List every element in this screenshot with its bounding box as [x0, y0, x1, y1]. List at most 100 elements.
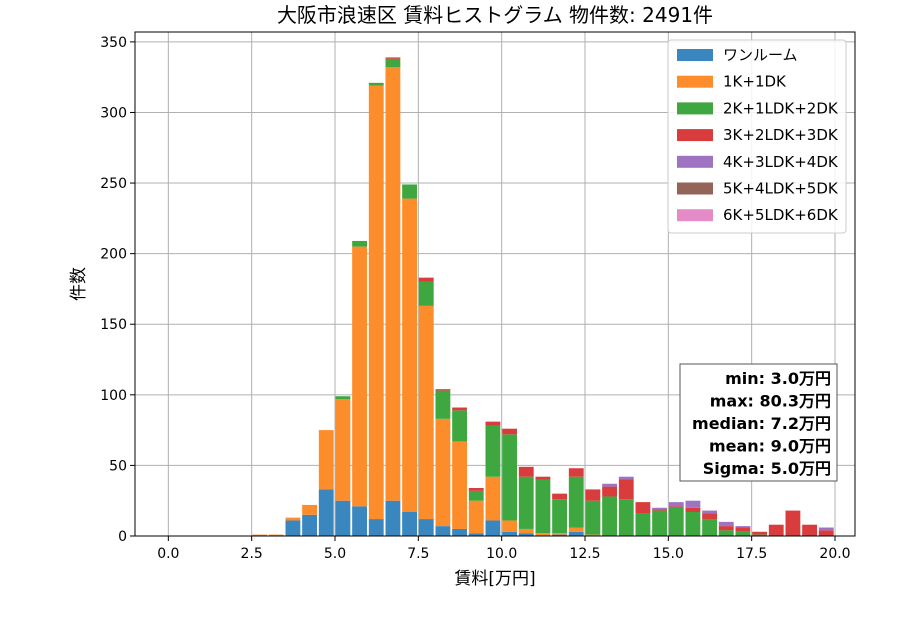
y-tick-label: 150 — [100, 317, 127, 333]
y-tick-label: 0 — [118, 529, 127, 545]
legend-swatch — [677, 75, 713, 88]
bar-segment — [718, 521, 734, 527]
bar-segment — [385, 67, 401, 501]
y-tick-label: 300 — [100, 105, 127, 121]
x-tick-label: 17.5 — [736, 546, 767, 562]
y-tick-label: 200 — [100, 247, 127, 263]
bar-segment — [285, 520, 301, 536]
legend-swatch — [677, 49, 713, 61]
bar-segment — [418, 281, 434, 306]
bar-segment — [268, 534, 284, 536]
x-tick-label: 7.5 — [407, 546, 429, 562]
bar-segment — [468, 533, 484, 536]
bar-segment — [702, 510, 717, 514]
bar-segment — [602, 496, 617, 536]
bar-segment — [502, 428, 517, 435]
bar-segment — [735, 526, 751, 528]
bar-segment — [452, 528, 467, 536]
bar-segment — [618, 499, 634, 536]
legend: ワンルーム 1K+1DK 2K+1LDK+2DK 3K+2LDK+3DK 4K+3LDK… — [667, 39, 847, 234]
bar-segment — [568, 527, 584, 532]
bar-segment — [802, 524, 817, 536]
bar-segment — [752, 534, 767, 536]
grid-layer — [135, 32, 855, 537]
bar-segment — [552, 493, 567, 500]
legend-label: 1K+1DK — [723, 73, 787, 91]
bar-segment — [418, 305, 434, 520]
bar-segment — [335, 500, 351, 536]
bar-segment — [635, 502, 651, 514]
legend-label: 4K+3LDK+4DK — [723, 153, 839, 171]
x-tick-label: 10.0 — [486, 546, 517, 562]
bar-segment — [402, 512, 417, 536]
bar-segment — [368, 82, 384, 86]
bar-segment — [502, 531, 517, 536]
y-tick-label: 350 — [100, 35, 127, 51]
bar-segment — [685, 512, 701, 536]
bar-segment — [585, 500, 601, 535]
ticks-layer: 0.0 2.5 5.0 7.5 10.0 12.5 15.0 17.5 20.0 0 50 100 15… — [100, 35, 850, 562]
bar-segment — [702, 519, 717, 536]
stats-line: Sigma: 5.0万円 — [703, 459, 831, 478]
bar-segment — [668, 507, 684, 536]
bar-segment — [302, 504, 317, 515]
bar-segment — [518, 528, 534, 534]
bar-segment — [568, 468, 584, 477]
bar-segment — [302, 514, 317, 536]
legend-label: 5K+4LDK+5DK — [723, 180, 839, 198]
bar-segment — [618, 476, 634, 480]
bar-segment — [702, 513, 717, 520]
stats-frame — [679, 363, 838, 482]
bar-segment — [385, 58, 401, 68]
bar-segment — [485, 425, 501, 477]
bar-segment — [335, 399, 351, 501]
bar-segment — [402, 198, 417, 512]
bars-layer — [252, 57, 834, 536]
bar-segment — [652, 509, 667, 511]
bar-segment — [718, 526, 734, 531]
bar-segment — [418, 277, 434, 282]
bar-segment — [502, 434, 517, 521]
bar-segment — [585, 534, 601, 536]
bar-segment — [385, 500, 401, 536]
bar-segment — [452, 407, 467, 411]
bar-segment — [602, 483, 617, 487]
stats-line: mean: 9.0万円 — [709, 437, 831, 456]
bar-segment — [668, 502, 684, 507]
bar-segment — [735, 531, 751, 536]
x-tick-label: 5.0 — [324, 546, 346, 562]
bar-segment — [352, 506, 367, 536]
bar-segment — [435, 389, 451, 391]
x-tick-label: 0.0 — [157, 546, 179, 562]
bar-segment — [452, 410, 467, 442]
bar-segment — [735, 527, 751, 532]
legend-label: ワンルーム — [723, 46, 798, 64]
stats-box: min: 3.0万円 max: 80.3万円 median: 7.2万円 mean: … — [679, 363, 838, 482]
stats-line: max: 80.3万円 — [710, 392, 831, 411]
bar-segment — [618, 479, 634, 500]
x-tick-label: 15.0 — [653, 546, 684, 562]
plot-frame — [134, 31, 856, 537]
y-tick-label: 250 — [100, 176, 127, 192]
bar-segment — [535, 476, 551, 480]
x-axis-label: 賃料[万円] — [454, 569, 535, 589]
bar-segment — [252, 534, 267, 536]
legend-label: 6K+5LDK+6DK — [723, 206, 839, 224]
bar-segment — [452, 441, 467, 529]
x-tick-label: 12.5 — [569, 546, 600, 562]
bar-segment — [518, 476, 534, 529]
bar-segment — [685, 507, 701, 512]
bar-segment — [435, 390, 451, 419]
bar-segment — [818, 530, 834, 536]
legend-label: 2K+1LDK+2DK — [723, 99, 839, 117]
legend-swatch — [677, 155, 713, 168]
bar-segment — [668, 506, 684, 508]
bar-segment — [718, 530, 734, 536]
bar-segment — [552, 533, 567, 535]
legend-swatch — [677, 102, 713, 115]
x-tick-label: 2.5 — [241, 546, 263, 562]
bar-segment — [435, 418, 451, 527]
bar-segment — [352, 240, 367, 247]
bar-segment — [435, 526, 451, 536]
